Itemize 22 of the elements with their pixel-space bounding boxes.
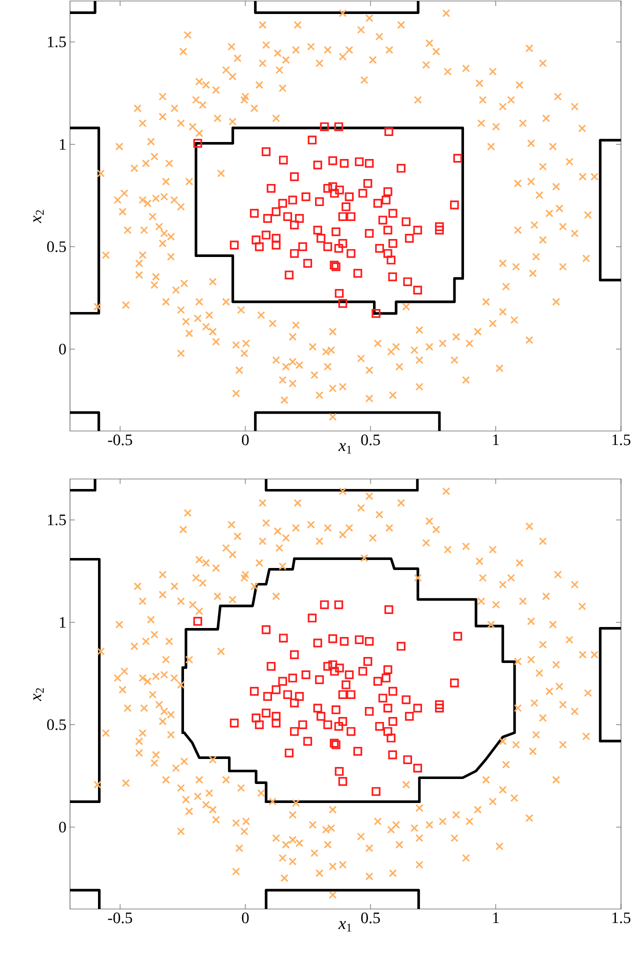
y-tick-label: 0.5 — [47, 241, 66, 252]
x-tick-label: 0.5 — [361, 912, 380, 924]
x-tick-label: -0.5 — [108, 434, 132, 446]
x-tick-label: 1 — [493, 434, 499, 446]
y-tick-label: 0 — [59, 822, 66, 832]
x-axis-title: x$_{1}$ — [338, 921, 352, 932]
x-axis-title: x$_{1}$ — [338, 443, 352, 454]
x-tick-label: 1 — [493, 912, 499, 924]
x-tick-label: 0.5 — [361, 434, 380, 446]
y-tick-label: 1 — [60, 139, 66, 150]
x-tick-label: -0.5 — [108, 912, 132, 924]
y-axis-title: x$_{2}$ — [33, 688, 44, 702]
y-tick-label: 1.5 — [48, 514, 66, 526]
y-tick-label: 1 — [60, 617, 66, 628]
y-axis-title: x$_{2}$ — [33, 210, 44, 224]
y-tick-label: 0 — [59, 344, 66, 354]
x-tick-label: 0 — [242, 912, 249, 924]
x-tick-label: 1.5 — [612, 912, 630, 924]
x-tick-label: 1.5 — [612, 434, 630, 446]
y-tick-label: 0.5 — [47, 719, 66, 730]
x-tick-label: 0 — [242, 434, 249, 446]
y-tick-label: 1.5 — [48, 36, 66, 48]
